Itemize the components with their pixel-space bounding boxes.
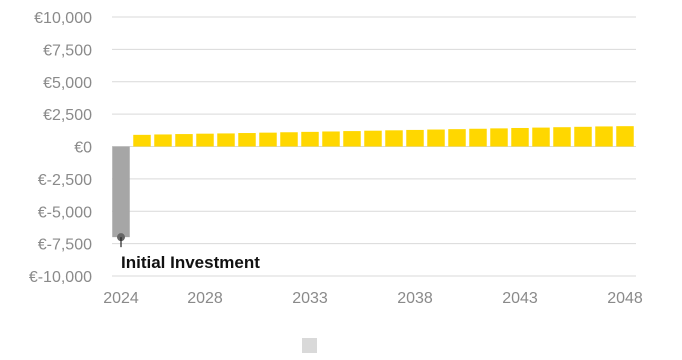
y-tick-label: €10,000 xyxy=(34,10,92,27)
x-tick-label: 2024 xyxy=(103,290,139,307)
y-tick-label: €7,500 xyxy=(43,42,92,59)
bar-cashflow-2039 xyxy=(427,129,445,147)
y-tick-label: €2,500 xyxy=(43,107,92,124)
bar-cashflow-2047 xyxy=(595,126,613,147)
legend xyxy=(302,338,317,353)
bar-cashflow-2027 xyxy=(175,134,193,147)
x-tick-label: 2043 xyxy=(502,290,538,307)
bar-cashflow-2036 xyxy=(364,130,382,147)
bar-cashflow-2040 xyxy=(448,129,466,147)
y-tick-label: €-7,500 xyxy=(38,237,92,254)
bar-cashflow-2046 xyxy=(574,126,592,147)
bar-cashflow-2044 xyxy=(532,127,550,147)
legend-swatch xyxy=(302,338,317,353)
bar-cashflow-2033 xyxy=(301,131,319,147)
initial-investment-annotation: Initial Investment xyxy=(117,233,260,272)
bars xyxy=(112,126,634,238)
annotation-label: Initial Investment xyxy=(121,253,260,272)
bar-cashflow-2043 xyxy=(511,127,529,147)
bar-cashflow-2028 xyxy=(196,133,214,147)
y-tick-label: €-2,500 xyxy=(38,172,92,189)
bar-cashflow-2041 xyxy=(469,128,487,147)
bar-cashflow-2025 xyxy=(133,134,151,147)
bar-cashflow-2030 xyxy=(238,133,256,147)
x-tick-label: 2033 xyxy=(292,290,328,307)
bar-cashflow-2034 xyxy=(322,131,340,147)
x-axis-ticks: 2024 2028 2033 2038 2043 2048 xyxy=(103,290,643,307)
y-axis-ticks: €10,000 €7,500 €5,000 €2,500 €0 €-2,500 €-5,00… xyxy=(29,10,92,286)
bar-initial-investment xyxy=(112,146,130,238)
bar-cashflow-2045 xyxy=(553,127,571,147)
bar-cashflow-2032 xyxy=(280,132,298,147)
bar-cashflow-2038 xyxy=(406,129,424,147)
y-tick-label: €-5,000 xyxy=(38,204,92,221)
bar-cashflow-2031 xyxy=(259,132,277,147)
bar-cashflow-2048 xyxy=(616,126,634,147)
bar-cashflow-2035 xyxy=(343,131,361,147)
bar-cashflow-2042 xyxy=(490,128,508,147)
y-tick-label: €-10,000 xyxy=(29,269,92,286)
x-tick-label: 2048 xyxy=(607,290,643,307)
x-tick-label: 2028 xyxy=(187,290,223,307)
x-tick-label: 2038 xyxy=(397,290,433,307)
bar-cashflow-2029 xyxy=(217,133,235,147)
y-tick-label: €0 xyxy=(74,140,92,157)
bar-cashflow-2026 xyxy=(154,134,172,147)
bar-cashflow-2037 xyxy=(385,130,403,147)
y-tick-label: €5,000 xyxy=(43,75,92,92)
